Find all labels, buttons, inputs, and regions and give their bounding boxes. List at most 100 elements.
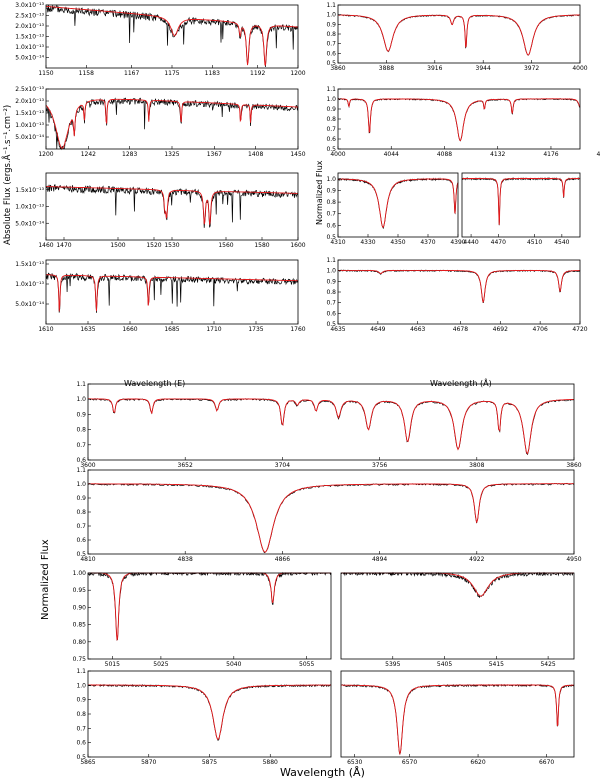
panel-b4: 5395 5405 5415 5425 [340, 571, 575, 668]
ytick-label-uv4: 1.0x10⁻¹³ [15, 281, 44, 288]
frame-opt5 [337, 259, 581, 325]
xtick-label-uv3: 1530 [164, 242, 179, 249]
xtick-label-b2: 4866 [275, 556, 290, 563]
xtick-label-uv4: 1635 [80, 326, 95, 333]
ytick-label-opt5: 1.0 [326, 268, 336, 275]
panel-opt5: 4635 4649 4663 4678 4692 4706 4720 0.5 0.6 0.7 0.8… [326, 257, 587, 333]
ytick-label-opt2: 0.5 [326, 146, 336, 153]
ytick-label-opt1: 1.0 [326, 12, 336, 19]
xtick-label-b2: 4810 [80, 556, 95, 563]
xtick-label-b1: 3600 [80, 462, 95, 469]
ytick-label-opt3: 0.7 [326, 211, 336, 218]
ytick-label-uv4: 1.5x10⁻¹³ [15, 261, 44, 268]
xtick-label-uv1: 1200 [290, 70, 305, 77]
ytick-label-opt3: 0.6 [326, 222, 336, 229]
model-line-opt1 [337, 14, 580, 56]
xtick-label-opt4: 4540 [554, 239, 569, 246]
ytick-label-opt1: 0.8 [326, 31, 336, 38]
xtick-label-b2: 4838 [178, 556, 193, 563]
model-line-b2 [88, 483, 574, 553]
xtick-label-opt5: 4692 [493, 326, 508, 333]
xtick-label-b6: 6570 [402, 759, 417, 766]
ytick-label-uv1: 2.5x10⁻¹³ [15, 13, 44, 20]
observed-line-b1 [87, 397, 575, 456]
observed-line-b5 [87, 683, 332, 741]
model-line-uv4 [46, 274, 298, 312]
ytick-label-b5: 0.7 [76, 725, 86, 732]
frame-b3 [87, 572, 332, 660]
ytick-label-b1: 0.7 [76, 442, 86, 449]
panel-uv1: 1150 1158 1167 1175 1183 1192 1200 5.0x10⁻¹⁴ 1.0… [15, 2, 306, 77]
ytick-label-b5: 0.8 [76, 711, 86, 718]
xtick-label-opt4: 4470 [491, 239, 506, 246]
ytick-label-b3: 0.75 [73, 656, 87, 663]
xtick-label-opt2: 4044 [384, 151, 399, 158]
ytick-label-opt5: 1.1 [326, 257, 336, 264]
xtick-label-uv4: 1735 [248, 326, 263, 333]
frame-opt2 [337, 88, 581, 150]
ytick-label-opt3: 0.8 [326, 199, 336, 206]
model-line-b6 [341, 684, 574, 756]
ytick-label-b1: 0.8 [76, 427, 86, 434]
xtick-label-b5: 5880 [263, 759, 278, 766]
ytick-label-b5: 1.1 [76, 668, 86, 675]
xtick-label-uv2: 1242 [81, 151, 96, 158]
ytick-label-b1: 0.6 [76, 457, 86, 464]
xtick-label-b6: 6620 [470, 759, 485, 766]
ytick-label-b1: 1.1 [76, 381, 86, 388]
xtick-label-opt1: 3916 [427, 65, 442, 72]
xtick-label-uv4: 1610 [38, 326, 53, 333]
observed-line-opt2 [337, 98, 581, 142]
xtick-label-uv1: 1158 [79, 70, 94, 77]
ytick-label-uv1: 2.0x10⁻¹³ [15, 23, 44, 30]
ytick-label-b3: 0.80 [73, 639, 87, 646]
ytick-label-b2: 1.0 [76, 481, 86, 488]
model-line-b5 [88, 684, 331, 740]
panel-opt1: 3860 3888 3916 3944 3972 4000 0.5 0.6 0.7 0.8 0.9 1… [326, 2, 587, 72]
xtick-label-uv1: 1183 [205, 70, 220, 77]
frame-b5 [87, 670, 332, 758]
xtick-label-uv2: 1450 [290, 151, 305, 158]
xtick-label-uv2: 1283 [122, 151, 137, 158]
frame-b2 [87, 469, 575, 555]
panel-opt2: 4000 4044 4088 4132 4176 4220 0.5 0.6 0.7 0.8 0.9 1… [326, 86, 600, 158]
xtick-label-b1: 3704 [275, 462, 290, 469]
ytick-label-opt2: 0.7 [326, 126, 336, 133]
xtick-label-uv2: 1367 [207, 151, 222, 158]
model-line-opt5 [338, 269, 580, 303]
model-line-opt4 [462, 178, 580, 225]
xtick-label-opt1: 3860 [330, 65, 345, 72]
observed-line-b6 [340, 683, 575, 756]
xtick-label-b2: 4894 [372, 556, 387, 563]
xtick-label-opt5: 4635 [330, 326, 345, 333]
xtick-label-b5: 5865 [80, 759, 95, 766]
observed-line-opt3 [337, 177, 459, 229]
xtick-label-uv1: 1175 [164, 70, 179, 77]
model-line-uv3 [46, 186, 298, 225]
ytick-label-uv1: 1.0x10⁻¹³ [15, 44, 44, 51]
xtick-label-uv4: 1710 [206, 326, 221, 333]
panel-b6: 6530 6570 6620 6670 [340, 670, 575, 766]
ytick-label-b2: 1.1 [76, 467, 86, 474]
panel-b2: 4810 4838 4866 4894 4922 4950 0.5 0.6 0.7 0.8 0.9 1… [76, 467, 581, 563]
observed-line-uv2 [45, 97, 299, 151]
xtick-label-b5: 5870 [141, 759, 156, 766]
xtick-label-uv3: 1470 [56, 242, 71, 249]
ytick-label-opt1: 0.6 [326, 50, 336, 57]
ytick-label-opt3: 0.5 [326, 234, 336, 241]
xtick-label-b2: 4950 [566, 556, 581, 563]
observed-line-opt5 [337, 269, 581, 303]
xtick-label-opt3: 4390 [450, 239, 465, 246]
xtick-label-b2: 4922 [469, 556, 484, 563]
xtick-label-opt3: 4370 [420, 239, 435, 246]
ytick-label-b2: 0.5 [76, 551, 86, 558]
xtick-label-opt2: 4132 [490, 151, 505, 158]
xtick-label-opt3: 4350 [390, 239, 405, 246]
xtick-label-uv1: 1192 [250, 70, 265, 77]
ytick-label-opt2: 0.6 [326, 136, 336, 143]
ytick-label-b2: 0.8 [76, 509, 86, 516]
model-line-opt2 [338, 98, 581, 142]
ytick-label-b3: 0.85 [73, 622, 87, 629]
